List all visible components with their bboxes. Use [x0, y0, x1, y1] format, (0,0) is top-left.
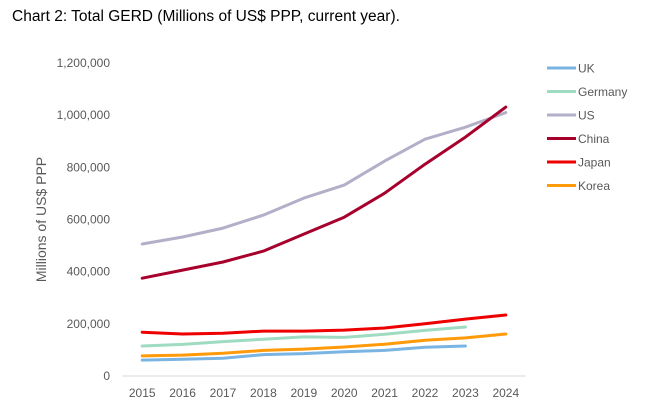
- legend-label: Japan: [578, 156, 611, 170]
- y-tick-label: 600,000: [67, 213, 111, 227]
- x-tick-label: 2024: [492, 386, 519, 400]
- y-tick-label: 0: [103, 369, 110, 383]
- series-lines: [140, 105, 508, 362]
- legend-label: China: [578, 132, 610, 146]
- x-tick-label: 2017: [210, 386, 237, 400]
- legend-item-us: US: [547, 109, 595, 123]
- y-tick-label: 200,000: [67, 317, 111, 331]
- chart-title: Chart 2: Total GERD (Millions of US$ PPP…: [12, 8, 400, 25]
- y-axis-ticks: 0 200,000 400,000 600,000 800,000 1,000,000 1,…: [57, 56, 111, 383]
- legend-label: Korea: [578, 179, 610, 193]
- y-tick-label: 800,000: [67, 160, 111, 174]
- x-tick-label: 2021: [371, 386, 398, 400]
- legend-label: US: [578, 109, 595, 123]
- x-axis-ticks: 2015 2016 2017 2018 2019 2020 2021 2022 2023 2024: [129, 386, 520, 400]
- x-tick-label: 2020: [331, 386, 358, 400]
- x-tick-label: 2016: [169, 386, 196, 400]
- legend-item-korea: Korea: [547, 179, 610, 193]
- legend: UK Germany US China Japan Korea: [547, 62, 627, 193]
- series-line-korea: [140, 332, 508, 358]
- x-tick-label: 2018: [250, 386, 277, 400]
- y-tick-label: 1,000,000: [57, 108, 111, 122]
- x-tick-label: 2022: [412, 386, 439, 400]
- x-tick-label: 2019: [290, 386, 317, 400]
- x-tick-label: 2015: [129, 386, 156, 400]
- legend-item-china: China: [547, 132, 610, 146]
- series-line-china: [140, 105, 508, 280]
- y-tick-label: 1,200,000: [57, 56, 111, 70]
- x-tick-label: 2023: [452, 386, 479, 400]
- series-line-germany: [140, 325, 467, 348]
- series-line-uk: [140, 344, 467, 362]
- legend-item-uk: UK: [547, 62, 595, 76]
- y-axis-label: Millions of US$ PPP: [33, 157, 49, 282]
- series-line-us: [140, 111, 508, 246]
- legend-label: Germany: [578, 85, 627, 99]
- series-line-japan: [140, 313, 508, 336]
- y-tick-label: 400,000: [67, 265, 111, 279]
- legend-label: UK: [578, 62, 595, 76]
- legend-item-germany: Germany: [547, 85, 627, 99]
- legend-item-japan: Japan: [547, 156, 611, 170]
